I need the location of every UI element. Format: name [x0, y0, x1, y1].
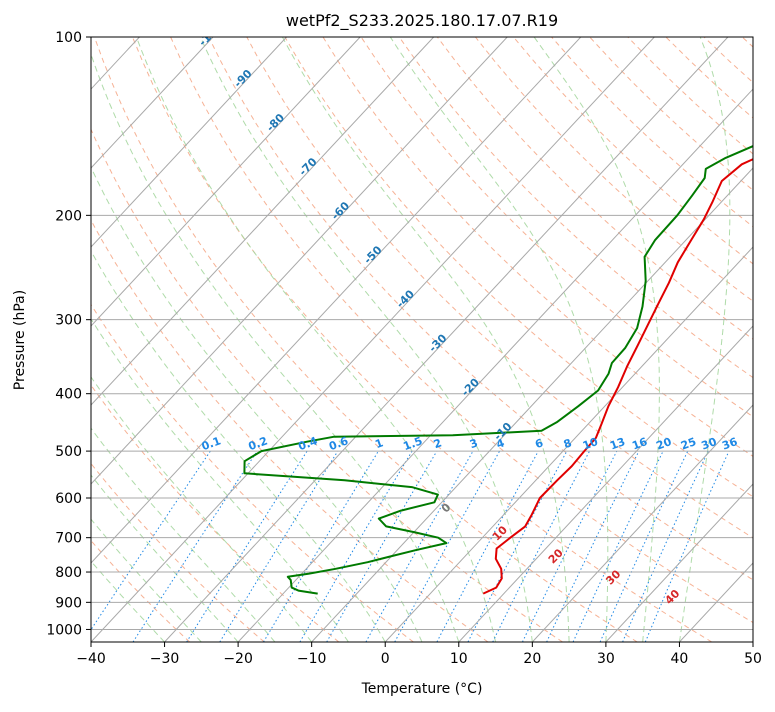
- x-tick-label: −10: [297, 651, 327, 667]
- x-tick-label: −30: [150, 651, 180, 667]
- y-tick-label: 1000: [46, 622, 82, 638]
- x-tick-label: 10: [450, 651, 468, 667]
- y-tick-label: 100: [55, 30, 82, 46]
- y-tick-label: 800: [55, 565, 82, 581]
- x-tick-label: 50: [744, 651, 762, 667]
- y-tick-label: 500: [55, 444, 82, 460]
- x-axis-label: Temperature (°C): [361, 681, 483, 697]
- y-tick-label: 900: [55, 595, 82, 611]
- y-tick-label: 300: [55, 313, 82, 329]
- y-tick-label: 400: [55, 387, 82, 403]
- x-tick-label: 30: [597, 651, 615, 667]
- x-tick-label: 20: [523, 651, 541, 667]
- y-tick-label: 200: [55, 208, 82, 224]
- chart-title: wetPf2_S233.2025.180.17.07.R19: [286, 11, 558, 31]
- y-axis-label: Pressure (hPa): [12, 290, 28, 390]
- x-tick-label: 0: [381, 651, 390, 667]
- x-tick-label: 40: [671, 651, 689, 667]
- x-tick-label: −20: [223, 651, 253, 667]
- y-tick-label: 700: [55, 531, 82, 547]
- y-tick-label: 600: [55, 491, 82, 507]
- x-tick-label: −40: [76, 651, 106, 667]
